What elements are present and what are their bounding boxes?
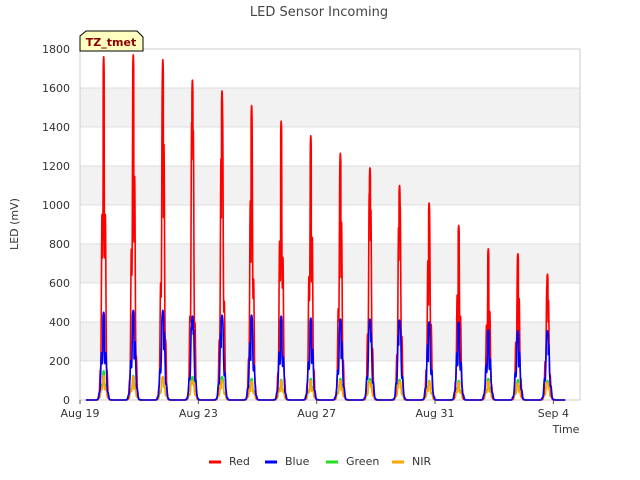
legend-label-green: Green [346,455,379,468]
y-tick-label: 1600 [42,82,70,95]
plot-band [80,361,580,400]
y-tick-label: 600 [49,277,70,290]
series-line-blue [85,309,566,401]
badge-label: TZ_tmet [86,36,136,49]
plot-band [80,49,580,88]
y-tick-label: 1000 [42,199,70,212]
plot-band [80,205,580,244]
y-tick-label: 800 [49,238,70,251]
y-tick-label: 200 [49,355,70,368]
legend: Red Blue Green NIR [209,455,431,468]
y-axis-label: LED (mV) [8,198,21,250]
x-tick-label: Aug 23 [179,407,218,420]
x-axis: Aug 19 Aug 23 Aug 27 Aug 31 Sep 4 [61,400,569,420]
x-tick-label: Sep 4 [538,407,569,420]
plot-band [80,88,580,127]
x-axis-label: Time [552,423,580,436]
plot-band [80,244,580,283]
series-lines [85,54,566,401]
y-tick-label: 1400 [42,121,70,134]
legend-label-red: Red [229,455,250,468]
plot-band [80,127,580,166]
legend-label-blue: Blue [285,455,310,468]
site-badge: TZ_tmet [79,30,144,52]
y-tick-label: 400 [49,316,70,329]
plot-band [80,322,580,361]
x-tick-label: Aug 31 [416,407,455,420]
y-tick-label: 1800 [42,43,70,56]
plot-background [80,49,580,400]
x-tick-label: Aug 19 [61,407,100,420]
y-axis: 0 200 400 600 800 1000 1200 1400 1600 1800 [42,43,70,407]
badge-shape [79,30,144,52]
y-tick-label: 1200 [42,160,70,173]
chart-title: LED Sensor Incoming [250,5,388,20]
plot-band [80,283,580,322]
x-tick-label: Aug 27 [297,407,336,420]
plot-band [80,166,580,205]
y-tick-label: 0 [63,394,70,407]
legend-label-nir: NIR [412,455,431,468]
